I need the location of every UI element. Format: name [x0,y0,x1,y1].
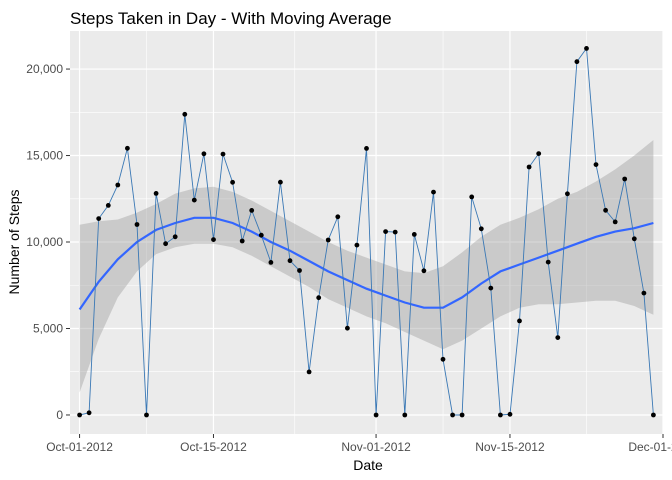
data-point [153,191,159,196]
x-tick-label: Oct-15-2012 [180,440,247,454]
data-point [239,238,245,244]
chart-title: Steps Taken in Day - With Moving Average [70,9,392,28]
data-point [431,189,436,195]
data-point [507,411,513,417]
data-point [335,214,341,220]
x-tick-label: Oct-01-2012 [46,440,113,454]
x-axis-title: Date [353,457,383,473]
data-point [651,412,656,418]
data-point [172,234,178,240]
data-point [134,222,140,227]
data-point [325,237,331,243]
data-point [565,191,570,197]
data-point [402,412,408,418]
x-tick-label: Dec-01-2012 [628,440,672,454]
x-tick-label: Nov-15-2012 [475,440,545,454]
data-point [191,197,197,203]
moving-average-line [78,216,654,311]
data-point [125,145,130,151]
plot-panel [70,31,663,434]
data-point [316,295,322,301]
data-point [631,236,637,242]
y-tick-label: 5,000 [33,321,63,335]
data-point [211,237,216,243]
confidence-band-area [79,140,654,393]
data-point [555,335,561,340]
y-axis-title: Number of Steps [6,189,22,294]
data-point [469,194,475,200]
data-point [421,268,427,274]
data-point [306,369,312,375]
x-tick-label: Nov-01-2012 [341,440,411,454]
data-point [622,176,628,182]
data-point [297,268,302,273]
data-point [526,164,532,170]
data-point [373,412,379,418]
data-point [115,182,121,188]
data-point [440,356,446,362]
data-point [536,151,542,157]
data-point [354,242,360,248]
y-tick-label: 20,000 [26,62,63,76]
data-point [392,229,398,235]
data-point [364,146,369,151]
data-point [612,219,618,225]
data-point [96,216,102,222]
data-point [498,412,503,418]
y-tick-label: 15,000 [26,149,63,163]
data-point [478,226,484,232]
data-point [144,412,149,418]
daily-steps-points [77,46,656,418]
data-point [258,232,264,238]
data-point [584,46,589,51]
data-point [641,290,647,296]
data-point [230,179,236,185]
x-axis-ticks: Oct-01-2012 Oct-15-2012 Nov-01-2012 Nov-15-… [46,434,672,454]
data-point [77,412,82,418]
data-point [574,59,580,65]
data-point [517,318,522,324]
data-point [163,241,169,247]
data-point [86,410,92,416]
data-point [268,260,274,265]
data-point [545,259,551,265]
data-point [220,151,226,157]
data-point [278,179,283,185]
data-point [105,203,111,208]
data-point [593,162,599,168]
data-point [450,412,455,418]
data-point [345,325,350,331]
data-point [488,285,494,291]
data-point [287,258,293,264]
moving-average-path [78,216,654,311]
data-point [411,232,417,237]
y-tick-label: 10,000 [26,235,63,249]
data-point [383,229,388,235]
y-axis-ticks: 0 5,000 10,000 15,000 20,000 [26,62,70,422]
data-point [201,151,207,157]
data-point [459,412,465,418]
data-point [182,111,188,117]
y-tick-label: 0 [56,408,63,422]
confidence-band [79,140,654,393]
data-point [603,207,608,213]
data-point [249,208,255,213]
